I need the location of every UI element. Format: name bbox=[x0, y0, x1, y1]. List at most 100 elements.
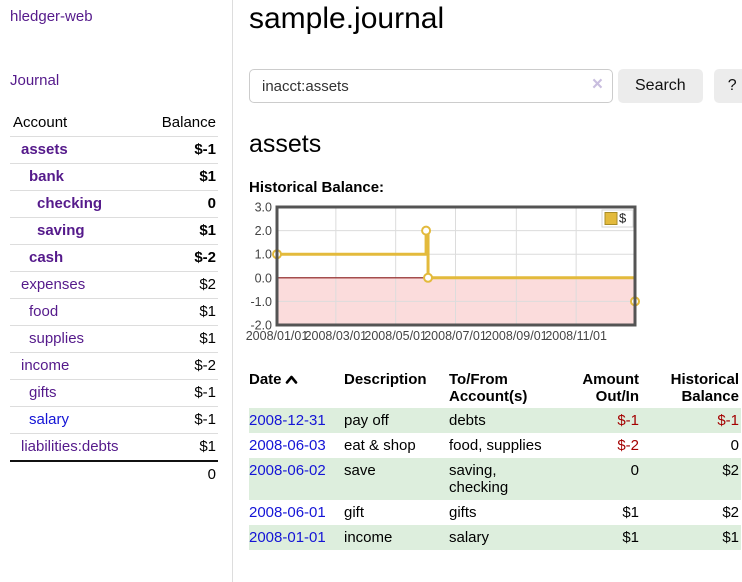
transaction-balance: $-1 bbox=[641, 408, 741, 433]
transaction-date-link[interactable]: 2008-12-31 bbox=[249, 412, 326, 429]
account-link-income[interactable]: income bbox=[21, 357, 70, 374]
sort-ascending-icon bbox=[285, 375, 297, 384]
account-balance: $2 bbox=[147, 271, 218, 299]
svg-text:0.0: 0.0 bbox=[255, 271, 272, 285]
sidebar: hledger-web Journal Account Balance asse… bbox=[0, 0, 233, 582]
svg-text:2.0: 2.0 bbox=[255, 224, 272, 238]
column-header-amount: Amount Out/In bbox=[582, 371, 639, 405]
search-button[interactable]: Search bbox=[618, 69, 703, 103]
svg-text:2008/11/01: 2008/11/01 bbox=[545, 329, 607, 343]
account-balance: $1 bbox=[147, 433, 218, 461]
account-row-supplies: supplies $1 bbox=[10, 325, 218, 353]
account-row-gifts: gifts $-1 bbox=[10, 379, 218, 407]
register-row: 2008-01-01 income salary $1 $1 bbox=[249, 525, 741, 550]
account-row-income: income $-2 bbox=[10, 352, 218, 380]
account-link-bank[interactable]: bank bbox=[29, 168, 65, 185]
svg-text:2008/07/01: 2008/07/01 bbox=[424, 329, 487, 343]
account-link-food[interactable]: food bbox=[29, 303, 59, 320]
transaction-date-link[interactable]: 2008-06-02 bbox=[249, 462, 326, 479]
account-row-liabilities-debts: liabilities:debts $1 bbox=[10, 433, 218, 461]
account-balance: $1 bbox=[147, 298, 218, 326]
account-balance: $-1 bbox=[147, 406, 218, 434]
accounts-table: Account Balance assets $-1 bank $1 check… bbox=[10, 110, 218, 488]
register-account-heading: assets bbox=[249, 130, 322, 158]
svg-text:2008/03/01: 2008/03/01 bbox=[305, 329, 368, 343]
account-link-checking[interactable]: checking bbox=[37, 195, 103, 212]
account-link-liabilities-debts[interactable]: liabilities:debts bbox=[21, 438, 119, 455]
account-link-cash[interactable]: cash bbox=[29, 249, 64, 266]
transaction-description: income bbox=[344, 525, 449, 550]
account-link-assets[interactable]: assets bbox=[21, 141, 68, 158]
account-row-expenses: expenses $2 bbox=[10, 271, 218, 299]
register-row: 2008-06-01 gift gifts $1 $2 bbox=[249, 500, 741, 525]
account-balance: $1 bbox=[147, 217, 218, 245]
register-header-row: Date Description To/From Account(s) Amou… bbox=[249, 368, 741, 408]
account-link-supplies[interactable]: supplies bbox=[29, 330, 85, 347]
help-button[interactable]: ? bbox=[713, 69, 742, 103]
account-balance: $-1 bbox=[147, 379, 218, 407]
account-balance: $1 bbox=[147, 325, 218, 353]
transaction-tofrom: debts bbox=[449, 408, 549, 433]
chart-label: Historical Balance: bbox=[249, 179, 385, 196]
app-title-link[interactable]: hledger-web bbox=[10, 8, 93, 25]
column-header-balance: Historical Balance bbox=[670, 371, 739, 405]
page-title: sample.journal bbox=[249, 2, 445, 35]
account-link-gifts[interactable]: gifts bbox=[29, 384, 57, 401]
account-balance: $1 bbox=[147, 163, 218, 191]
account-row-salary: salary $-1 bbox=[10, 406, 218, 434]
register-row: 2008-06-03 eat & shop food, supplies $-2… bbox=[249, 433, 741, 458]
transaction-balance: $2 bbox=[722, 504, 739, 521]
account-link-expenses[interactable]: expenses bbox=[21, 276, 86, 293]
transaction-tofrom: gifts bbox=[449, 504, 477, 521]
transaction-date-link[interactable]: 2008-06-01 bbox=[249, 504, 326, 521]
account-row-checking: checking 0 bbox=[10, 190, 218, 218]
transaction-date-link[interactable]: 2008-01-01 bbox=[249, 529, 326, 546]
transaction-amount: 0 bbox=[549, 458, 641, 500]
nav-journal: Journal bbox=[10, 72, 232, 89]
transaction-balance: $1 bbox=[641, 525, 741, 550]
transaction-description: save bbox=[344, 458, 449, 500]
search-input[interactable] bbox=[249, 69, 613, 103]
transaction-date-link[interactable]: 2008-06-03 bbox=[249, 437, 326, 454]
register-row: 2008-06-02 save saving, checking 0 $2 bbox=[249, 458, 741, 500]
svg-text:2008/09/01: 2008/09/01 bbox=[485, 329, 548, 343]
account-balance: $-1 bbox=[147, 136, 218, 164]
account-balance: $-2 bbox=[147, 244, 218, 272]
svg-text:-2.0: -2.0 bbox=[250, 319, 272, 333]
transaction-amount: $1 bbox=[622, 504, 639, 521]
account-link-saving[interactable]: saving bbox=[37, 222, 85, 239]
search-form: × Search ? bbox=[249, 69, 742, 103]
column-header-tofrom: To/From Account(s) bbox=[449, 371, 528, 405]
transaction-description: eat & shop bbox=[344, 437, 416, 454]
transaction-amount: $-2 bbox=[617, 437, 639, 454]
transaction-tofrom: food, supplies bbox=[449, 437, 542, 454]
transaction-tofrom: saving, checking bbox=[449, 458, 549, 500]
accounts-header-balance: Balance bbox=[161, 114, 216, 131]
account-row-cash: cash $-2 bbox=[10, 244, 218, 272]
svg-text:-1.0: -1.0 bbox=[250, 295, 272, 309]
account-row-bank: bank $1 bbox=[10, 163, 218, 191]
column-header-description: Description bbox=[344, 371, 427, 388]
transaction-description: gift bbox=[344, 504, 365, 521]
svg-text:1.0: 1.0 bbox=[255, 248, 272, 262]
clear-search-icon[interactable]: × bbox=[591, 74, 603, 95]
transaction-amount: $-1 bbox=[549, 408, 641, 433]
account-link-salary[interactable]: salary bbox=[29, 411, 70, 428]
account-row-assets: assets $-1 bbox=[10, 136, 218, 164]
journal-link[interactable]: Journal bbox=[10, 72, 60, 89]
accounts-total-row: 0 bbox=[10, 460, 218, 488]
column-header-date[interactable]: Date bbox=[249, 368, 344, 408]
main-content: sample.journal × Search ? assets Histori… bbox=[233, 0, 742, 582]
register-table: Date Description To/From Account(s) Amou… bbox=[249, 368, 741, 550]
svg-text:2008/05/01: 2008/05/01 bbox=[364, 329, 427, 343]
register-row: 2008-12-31 pay off debts $-1 $-1 bbox=[249, 408, 741, 433]
accounts-header-account: Account bbox=[13, 114, 68, 131]
account-balance: $-2 bbox=[147, 352, 218, 380]
account-row-food: food $1 bbox=[10, 298, 218, 326]
transaction-balance: 0 bbox=[730, 437, 739, 454]
transaction-tofrom: salary bbox=[449, 525, 549, 550]
account-row-saving: saving $1 bbox=[10, 217, 218, 245]
svg-text:2008/01/01: 2008/01/01 bbox=[246, 329, 309, 343]
account-balance: 0 bbox=[147, 190, 218, 218]
transaction-balance: $2 bbox=[641, 458, 741, 500]
